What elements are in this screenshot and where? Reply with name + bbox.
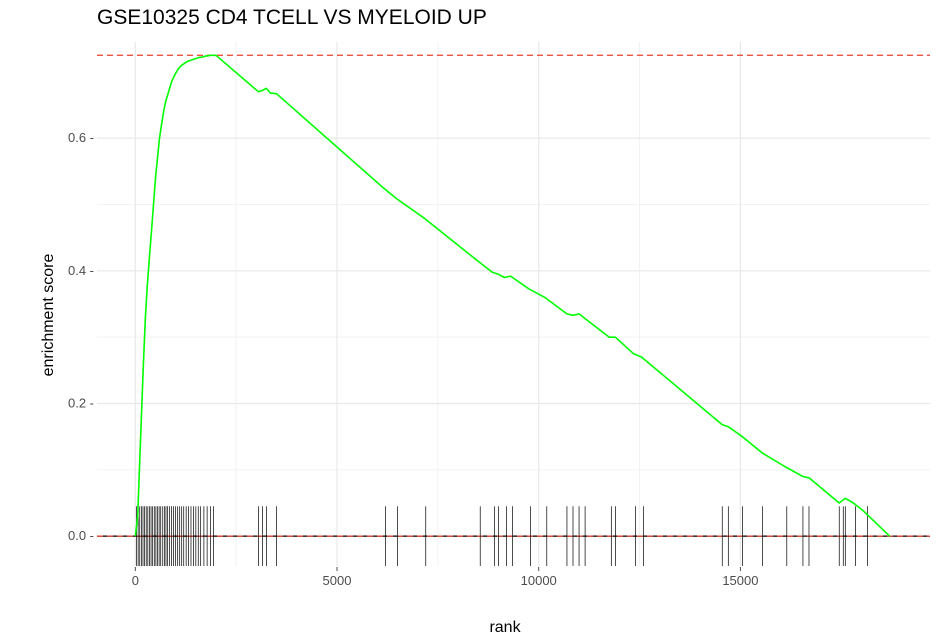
y-axis-ticks: 0.0 - 0.2 - 0.4 - 0.6 - <box>68 130 94 543</box>
enrichment-score-line <box>134 54 891 537</box>
y-tick-label: 0.2 - <box>68 395 94 410</box>
x-tick-label: 10000 <box>521 573 557 588</box>
x-tick-label: 5000 <box>323 573 352 588</box>
x-tick-label: 0 <box>132 573 139 588</box>
gene-hit-ticks <box>136 506 868 566</box>
enrichment-series <box>134 54 891 537</box>
y-axis-title: enrichment score <box>40 254 57 377</box>
y-tick-label: 0.0 - <box>68 528 94 543</box>
x-axis-ticks: 0 5000 10000 15000 <box>132 567 758 588</box>
y-tick-label: 0.6 - <box>68 130 94 145</box>
x-axis-title: rank <box>489 619 521 636</box>
x-tick-label: 15000 <box>722 573 758 588</box>
reference-lines <box>97 54 930 537</box>
y-tick-label: 0.4 - <box>68 263 94 278</box>
grid-lines <box>97 42 930 566</box>
chart-title: GSE10325 CD4 TCELL VS MYELOID UP <box>97 6 487 29</box>
